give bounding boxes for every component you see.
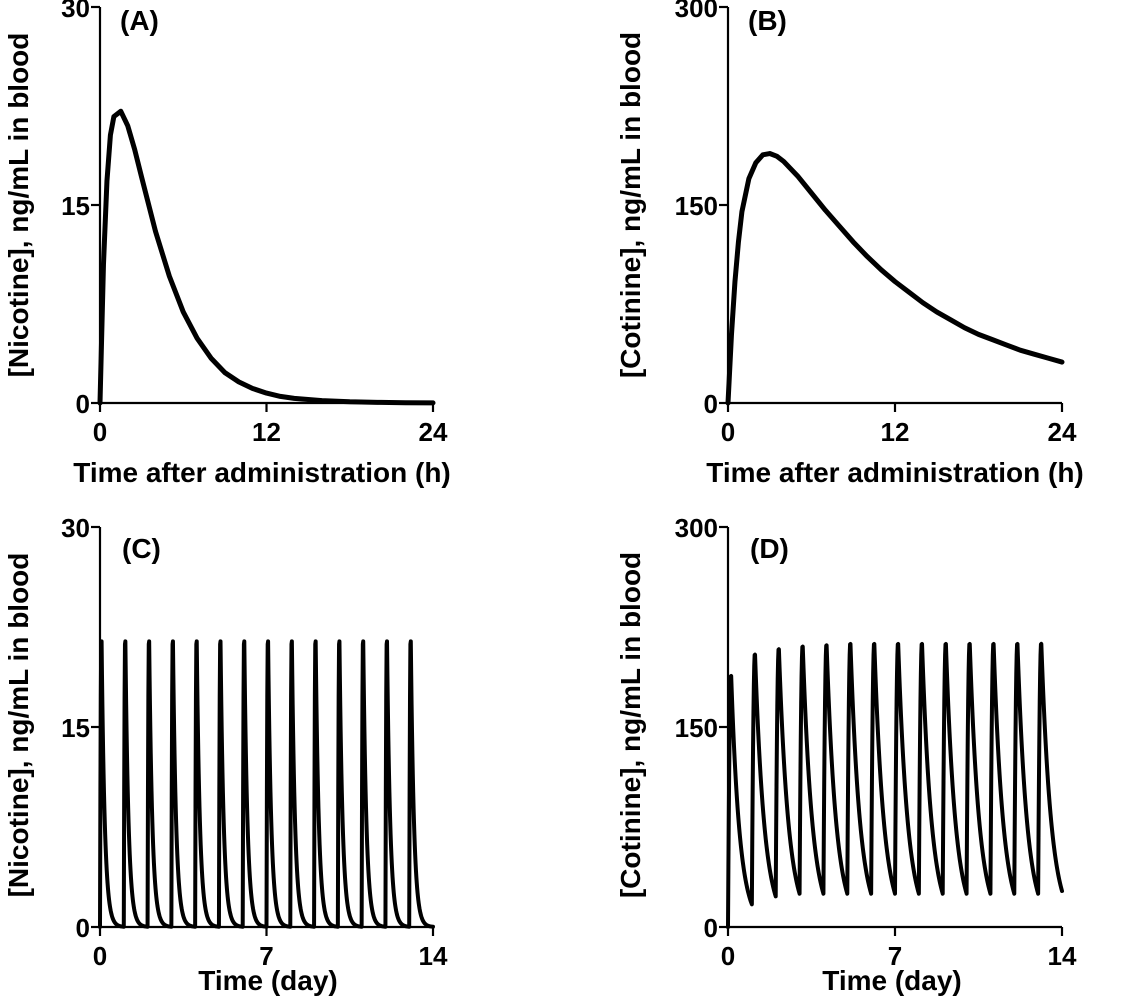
x-tick-label: 0	[721, 941, 735, 971]
y-tick-label: 150	[675, 713, 718, 743]
y-axis-title: [Cotinine], ng/mL in blood	[615, 32, 646, 378]
y-tick-label: 15	[61, 191, 90, 221]
y-tick-label: 300	[675, 0, 718, 23]
y-tick-label: 0	[76, 389, 90, 419]
x-axis-title: Time (day)	[822, 965, 962, 996]
x-tick-label: 12	[252, 417, 281, 447]
y-tick-label: 150	[675, 191, 718, 221]
series-line	[97, 108, 436, 406]
y-axis-title: [Nicotine], ng/mL in blood	[3, 553, 34, 898]
panel-d: (D) [Cotinine], ng/mL in blood Time (day…	[615, 513, 1077, 996]
y-tick-label: 15	[61, 713, 90, 743]
panel-label: (A)	[120, 5, 159, 36]
x-axis-title: Time (day)	[198, 965, 338, 996]
panel-a: (A) [Nicotine], ng/mL in blood Time afte…	[3, 0, 451, 488]
x-axis-title: Time after administration (h)	[706, 457, 1084, 488]
panel-label: (B)	[748, 5, 787, 36]
x-tick-label: 14	[1048, 941, 1077, 971]
y-tick-label: 30	[61, 513, 90, 543]
x-tick-label: 14	[419, 941, 448, 971]
y-tick-label: 300	[675, 513, 718, 543]
y-tick-label: 0	[704, 389, 718, 419]
panel-label: (D)	[750, 533, 789, 564]
x-tick-label: 0	[93, 941, 107, 971]
x-tick-label: 0	[721, 417, 735, 447]
x-tick-label: 24	[419, 417, 448, 447]
y-axis-title: [Nicotine], ng/mL in blood	[3, 33, 34, 378]
x-tick-label: 12	[881, 417, 910, 447]
x-axis-title: Time after administration (h)	[73, 457, 451, 488]
y-axis-title: [Cotinine], ng/mL in blood	[615, 552, 646, 898]
panel-b: (B) [Cotinine], ng/mL in blood Time afte…	[615, 0, 1084, 488]
x-tick-label: 24	[1048, 417, 1077, 447]
y-tick-label: 0	[76, 913, 90, 943]
x-tick-label: 7	[888, 941, 902, 971]
panel-c: (C) [Nicotine], ng/mL in blood Time (day…	[3, 513, 448, 996]
panel-label: (C)	[122, 533, 161, 564]
y-tick-label: 30	[61, 0, 90, 23]
series-line	[98, 639, 435, 929]
y-tick-label: 0	[704, 913, 718, 943]
x-tick-label: 7	[259, 941, 273, 971]
x-tick-label: 0	[93, 417, 107, 447]
series-line	[725, 151, 1065, 406]
series-line	[726, 641, 1064, 929]
